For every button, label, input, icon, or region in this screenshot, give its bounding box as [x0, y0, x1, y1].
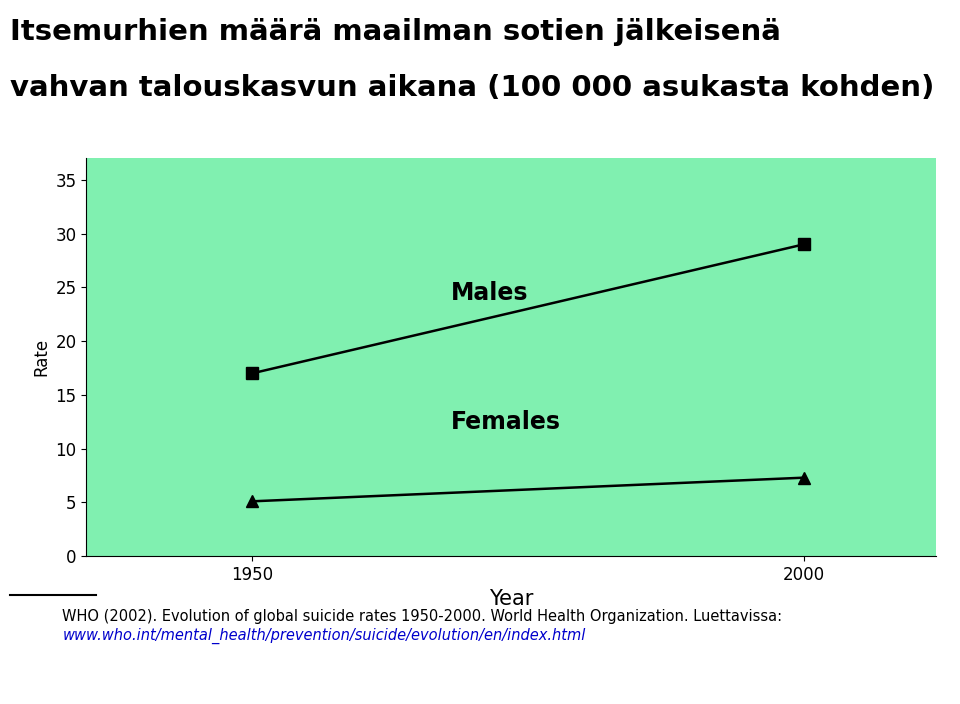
X-axis label: Year: Year	[489, 589, 534, 610]
Text: www.who.int/mental_health/prevention/suicide/evolution/en/index.html: www.who.int/mental_health/prevention/sui…	[62, 628, 586, 644]
Text: Males: Males	[450, 281, 528, 305]
Text: Females: Females	[450, 410, 561, 434]
Text: WHO (2002). Evolution of global suicide rates 1950-2000. World Health Organizati: WHO (2002). Evolution of global suicide …	[62, 609, 782, 624]
Text: Itsemurhien määrä maailman sotien jälkeisenä: Itsemurhien määrä maailman sotien jälkei…	[10, 18, 780, 46]
Y-axis label: Rate: Rate	[32, 338, 50, 377]
Text: vahvan talouskasvun aikana (100 000 asukasta kohden): vahvan talouskasvun aikana (100 000 asuk…	[10, 74, 934, 102]
